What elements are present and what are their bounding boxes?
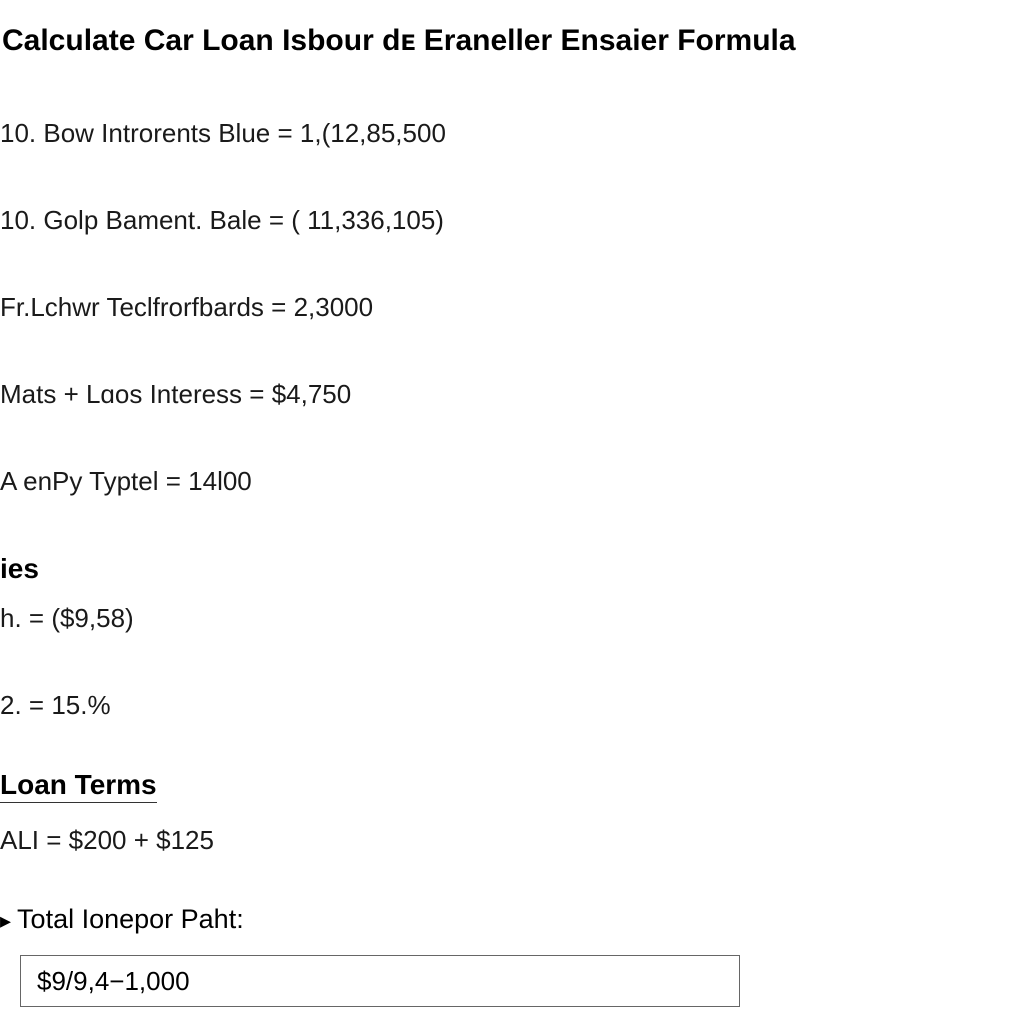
total-input[interactable]: $9/9,4−1,000 xyxy=(20,955,740,1007)
total-value: $9/9,4−1,000 xyxy=(37,966,190,997)
loan-terms-header: Loan Terms xyxy=(0,769,1024,803)
loan-terms-line: ALI = $200 + $125 xyxy=(0,825,1024,856)
loan-line-2: 10. Golp Bament. Bale = ( 11,336,105) xyxy=(0,205,1024,236)
arrow-icon: ▸ xyxy=(0,908,11,934)
section-header-ies: ies xyxy=(0,553,1024,585)
loan-line-1: 10. Bow Introrents Blue = 1,(12,85,500 xyxy=(0,118,1024,149)
ies-subline-1: h. = ($9,58) xyxy=(0,603,1024,634)
loan-line-4: Mats + Lɑos Interess = $4,750 xyxy=(0,379,1024,410)
total-label-text: Total Ionepor Paht: xyxy=(17,904,244,934)
total-label-row: ▸Total Ionepor Paht: xyxy=(0,904,1024,935)
loan-line-3: Fr.Lchwr Teclfrorfbards = 2,3000 xyxy=(0,292,1024,323)
ies-subline-2: 2. = 15.% xyxy=(0,690,1024,721)
loan-line-5: A enPy Typtel = 14l00 xyxy=(0,466,1024,497)
document-title: Calculate Car Loan Isbour dᴇ Eraneller E… xyxy=(0,24,1024,58)
